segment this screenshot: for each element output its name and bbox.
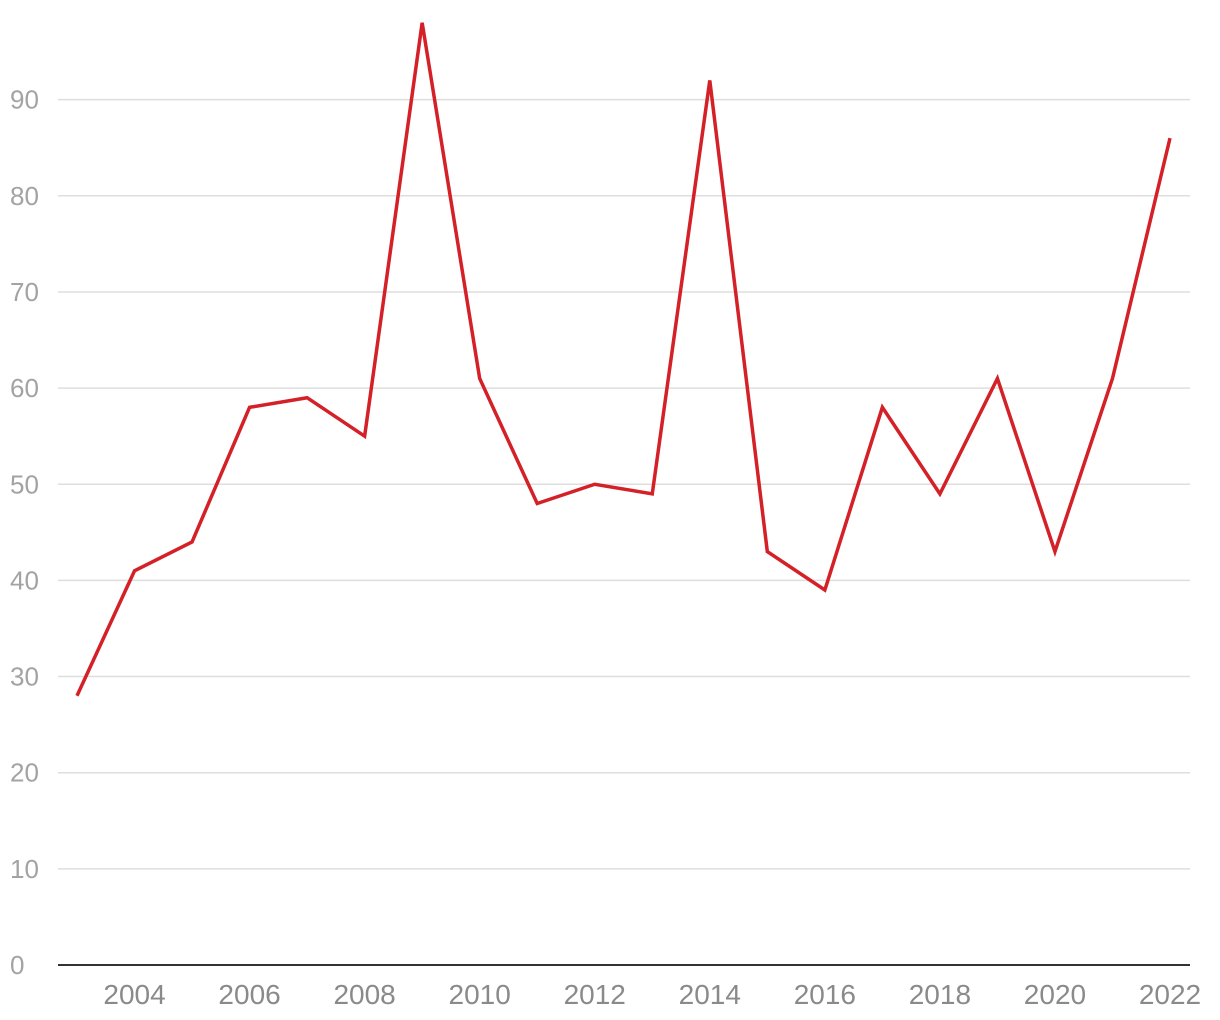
data-point-2017	[879, 404, 885, 410]
x-tick-label-2010: 2010	[449, 979, 511, 1010]
x-tick-label-2008: 2008	[333, 979, 395, 1010]
x-axis: 2004 2006 2008 2010 2012 2014 2016 2018 2020 2022	[58, 964, 1201, 1010]
data-point-2013	[649, 491, 655, 497]
gridlines	[58, 98, 1190, 870]
y-axis: 0 10 20 30 40 50 60 70 80 90	[10, 85, 39, 980]
x-tick-label-2004: 2004	[103, 979, 165, 1010]
x-tick-label-2014: 2014	[679, 979, 741, 1010]
data-point-2005	[189, 539, 195, 545]
y-tick-label-90: 90	[10, 85, 39, 115]
y-tick-label-50: 50	[10, 469, 39, 499]
data-point-2004	[132, 568, 138, 574]
data-point-2011	[534, 500, 540, 506]
x-tick-label-2022: 2022	[1139, 979, 1201, 1010]
x-tick-label-2006: 2006	[218, 979, 280, 1010]
data-point-2009	[419, 20, 425, 26]
data-point-2022	[1167, 135, 1173, 141]
y-tick-label-30: 30	[10, 662, 39, 692]
y-tick-label-60: 60	[10, 373, 39, 403]
series-line-0	[75, 22, 1172, 697]
data-point-2018	[937, 491, 943, 497]
data-point-2008	[362, 433, 368, 439]
data-point-2007	[304, 395, 310, 401]
y-tick-label-80: 80	[10, 181, 39, 211]
data-point-2006	[247, 404, 253, 410]
y-tick-label-20: 20	[10, 758, 39, 788]
data-point-2016	[822, 587, 828, 593]
data-point-2012	[592, 481, 598, 487]
data-point-2019	[994, 375, 1000, 381]
data-point-2003	[74, 693, 80, 699]
y-tick-label-10: 10	[10, 854, 39, 884]
x-tick-label-2012: 2012	[564, 979, 626, 1010]
data-point-2010	[477, 375, 483, 381]
data-point-2021	[1109, 375, 1115, 381]
y-tick-label-70: 70	[10, 277, 39, 307]
x-tick-label-2016: 2016	[794, 979, 856, 1010]
data-point-2014	[707, 77, 713, 83]
data-point-2015	[764, 549, 770, 555]
data-point-2020	[1052, 549, 1058, 555]
series-group	[74, 20, 1173, 699]
y-tick-label-40: 40	[10, 565, 39, 595]
x-tick-label-2020: 2020	[1024, 979, 1086, 1010]
x-tick-label-2018: 2018	[909, 979, 971, 1010]
y-tick-label-0: 0	[10, 950, 24, 980]
